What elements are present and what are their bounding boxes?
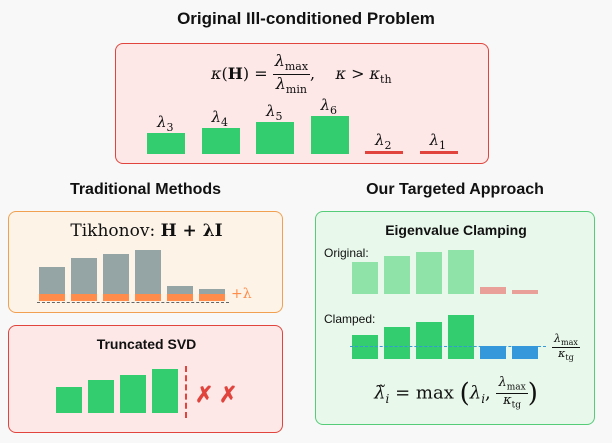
tikhonov-baseline	[37, 302, 229, 303]
tikhonov-bar	[103, 253, 129, 294]
eigenvalue-bar	[419, 151, 458, 154]
original-bars	[316, 212, 596, 426]
eigenvalue-label: λ3	[157, 113, 174, 135]
tikhonov-bar	[39, 266, 65, 294]
svd-bars	[9, 326, 284, 434]
clamped-bar	[480, 345, 506, 359]
eigenvalue-label: λ5	[266, 102, 283, 124]
ill-conditioned-panel: κ(H) = λmax λmin , κ > κth λ3 λ4 λ5 λ6 λ2 λ1	[115, 43, 489, 164]
threshold-line	[350, 346, 546, 347]
eigenvalue-label: λ4	[211, 108, 229, 130]
svd-panel: Truncated SVD ✗ ✗	[8, 325, 283, 433]
svd-bar	[88, 380, 114, 413]
svd-bar	[152, 369, 178, 413]
original-bar	[384, 256, 410, 294]
tikhonov-shift	[199, 294, 225, 301]
svd-bar	[56, 386, 82, 413]
shift-label: +λ	[231, 286, 252, 302]
tikhonov-bar	[167, 286, 193, 294]
eigenvalue-bar	[147, 133, 185, 154]
clamping-title: Eigenvalue Clamping	[385, 222, 527, 238]
tikhonov-bar	[135, 250, 161, 294]
eigenvalue-bar	[201, 128, 240, 154]
original-bar	[480, 287, 506, 294]
clamped-label: Clamped:	[324, 312, 376, 326]
top-title: Original Ill-conditioned Problem	[177, 9, 435, 28]
tikhonov-shift	[39, 294, 65, 301]
eigenvalue-bar	[310, 116, 349, 154]
tikhonov-shift	[71, 294, 97, 301]
original-bar	[416, 251, 442, 294]
eigenvalue-bars: λ3 λ4 λ5 λ6 λ2 λ1	[116, 44, 490, 165]
original-label: Original:	[324, 246, 369, 260]
original-bar	[448, 250, 474, 294]
condition-number-formula: κ(H) = λmax λmin , κ > κth	[211, 51, 392, 97]
svd-title: Truncated SVD	[96, 336, 197, 352]
truncation-line	[185, 366, 187, 418]
clamping-panel: Eigenvalue Clamping Original: Clamped: λ…	[315, 211, 595, 425]
targeted-title: Our Targeted Approach	[366, 181, 544, 198]
traditional-title: Traditional Methods	[69, 181, 222, 198]
truncated-mark-2: ✗	[219, 382, 238, 407]
eigenvalue-bar	[256, 122, 294, 154]
eigenvalue-label: λ2	[375, 130, 392, 152]
clamped-bar	[384, 327, 410, 359]
svd-bar	[120, 375, 146, 413]
tikhonov-bar	[71, 257, 97, 294]
clamped-bar	[416, 321, 442, 359]
original-bar	[352, 262, 378, 294]
tikhonov-bar	[199, 288, 225, 294]
eigenvalue-label: λ1	[429, 131, 447, 152]
tikhonov-panel: Tikhonov: H + λI +λ	[8, 211, 283, 313]
threshold-label: λmax κtg	[552, 332, 580, 363]
clamped-bar	[448, 315, 474, 359]
clamped-bar	[512, 345, 538, 359]
eigenvalue-bar	[365, 150, 403, 154]
tikhonov-formula: Tikhonov: H + λI	[70, 221, 223, 241]
original-bar	[512, 289, 538, 294]
tikhonov-shift	[167, 294, 193, 301]
truncated-mark-1: ✗	[195, 382, 214, 407]
eigenvalue-label: λ6	[320, 96, 338, 117]
tikhonov-shift	[103, 294, 129, 301]
tikhonov-shift	[135, 294, 161, 301]
tikhonov-bars	[9, 212, 284, 314]
clamping-formula: λ̃i = max (λi, λmax κtg )	[374, 375, 538, 411]
